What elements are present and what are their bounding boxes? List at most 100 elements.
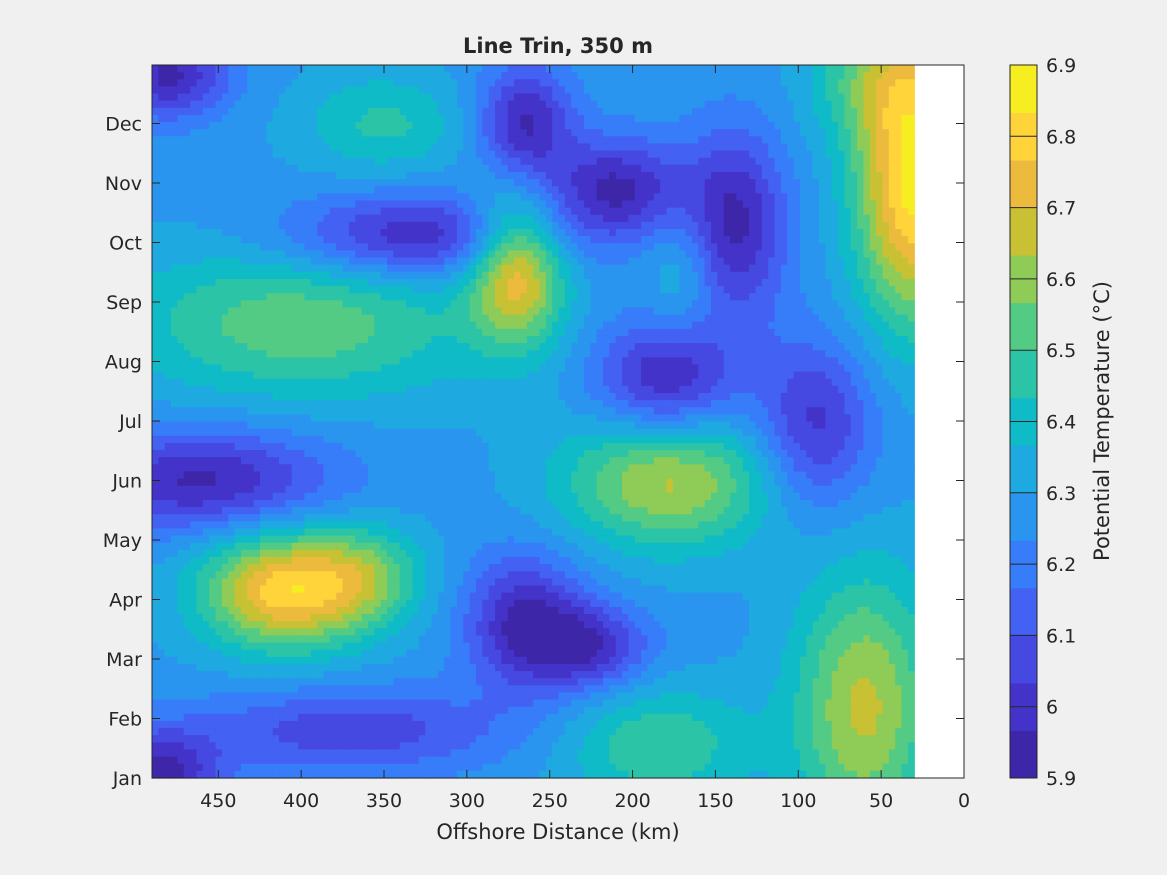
contour-cell [367, 628, 375, 636]
contour-cell [253, 271, 261, 280]
contour-cell [304, 728, 312, 736]
contour-cell [152, 507, 159, 515]
contour-cell [164, 649, 172, 658]
contour-cell [329, 392, 337, 401]
contour-cell [380, 756, 388, 765]
contour-cell [164, 65, 172, 73]
contour-cell [183, 357, 191, 366]
contour-cell [310, 578, 318, 587]
contour-cell [437, 193, 445, 202]
contour-cell [323, 414, 331, 423]
contour-cell [317, 236, 325, 244]
contour-cell [259, 606, 267, 615]
contour-cell [291, 678, 299, 686]
contour-cell [431, 528, 439, 537]
contour-cell [253, 571, 261, 579]
contour-cell [253, 614, 261, 622]
contour-cell [285, 571, 293, 579]
contour-cell [412, 549, 420, 558]
contour-cell [456, 521, 464, 530]
contour-cell [393, 592, 401, 601]
contour-cell [418, 535, 426, 544]
contour-cell [425, 186, 433, 194]
contour-cell [463, 635, 471, 644]
contour-cell [279, 628, 286, 636]
contour-cell [266, 143, 274, 152]
contour-cell [374, 86, 382, 95]
contour-cell [374, 457, 382, 465]
contour-cell [202, 300, 210, 309]
contour-cell [393, 699, 401, 708]
contour-cell [285, 556, 293, 565]
contour-cell [444, 293, 452, 301]
contour-cell [431, 457, 439, 465]
contour-cell [285, 286, 293, 294]
contour-cell [342, 364, 350, 373]
contour-cell [183, 278, 191, 287]
contour-cell [406, 414, 414, 423]
contour-cell [310, 136, 318, 145]
contour-cell [317, 471, 325, 480]
contour-cell [158, 385, 166, 394]
contour-cell [380, 442, 388, 451]
contour-cell [247, 756, 255, 765]
contour-cell [215, 392, 223, 401]
contour-cell [291, 770, 299, 779]
contour-cell [406, 713, 414, 722]
contour-cell [209, 207, 217, 216]
contour-cell [298, 307, 306, 316]
contour-cell [177, 136, 185, 145]
contour-cell [323, 507, 331, 515]
contour-cell [456, 114, 464, 123]
contour-cell [329, 236, 337, 244]
contour-cell [279, 314, 286, 323]
contour-cell [183, 293, 191, 301]
contour-cell [367, 228, 375, 237]
contour-cell [190, 335, 198, 344]
contour-cell [304, 343, 312, 351]
contour-cell [164, 628, 172, 636]
contour-cell [342, 663, 350, 672]
contour-cell [437, 286, 445, 294]
contour-cell [412, 606, 420, 615]
contour-cell [323, 435, 331, 444]
contour-cell [171, 720, 179, 729]
contour-cell [253, 464, 261, 473]
contour-cell [355, 485, 363, 494]
contour-cell [355, 392, 363, 401]
contour-cell [298, 457, 306, 465]
contour-cell [456, 357, 464, 366]
contour-cell [367, 485, 375, 494]
contour-cell [285, 79, 293, 87]
contour-cell [215, 214, 223, 223]
contour-cell [425, 628, 433, 636]
contour-cell [399, 635, 407, 644]
contour-cell [323, 549, 331, 558]
contour-cell [450, 556, 458, 565]
contour-cell [202, 414, 210, 423]
contour-cell [272, 428, 280, 437]
contour-cell [336, 521, 344, 530]
contour-cell [196, 564, 204, 572]
contour-cell [463, 642, 471, 651]
contour-cell [298, 621, 306, 629]
contour-cell [215, 685, 223, 694]
contour-cell [202, 378, 210, 387]
contour-cell [393, 307, 401, 316]
contour-cell [317, 499, 325, 508]
contour-cell [437, 692, 445, 701]
contour-cell [253, 642, 261, 651]
contour-cell [444, 278, 452, 287]
contour-cell [361, 592, 369, 601]
contour-cell [152, 236, 159, 244]
contour-cell [380, 164, 388, 173]
contour-cell [387, 421, 394, 430]
contour-cell [317, 350, 325, 358]
contour-cell [247, 72, 255, 80]
contour-cell [196, 628, 204, 636]
contour-cell [171, 328, 179, 337]
contour-cell [437, 713, 445, 722]
contour-cell [202, 720, 210, 729]
contour-cell [190, 100, 198, 109]
contour-cell [387, 214, 394, 223]
